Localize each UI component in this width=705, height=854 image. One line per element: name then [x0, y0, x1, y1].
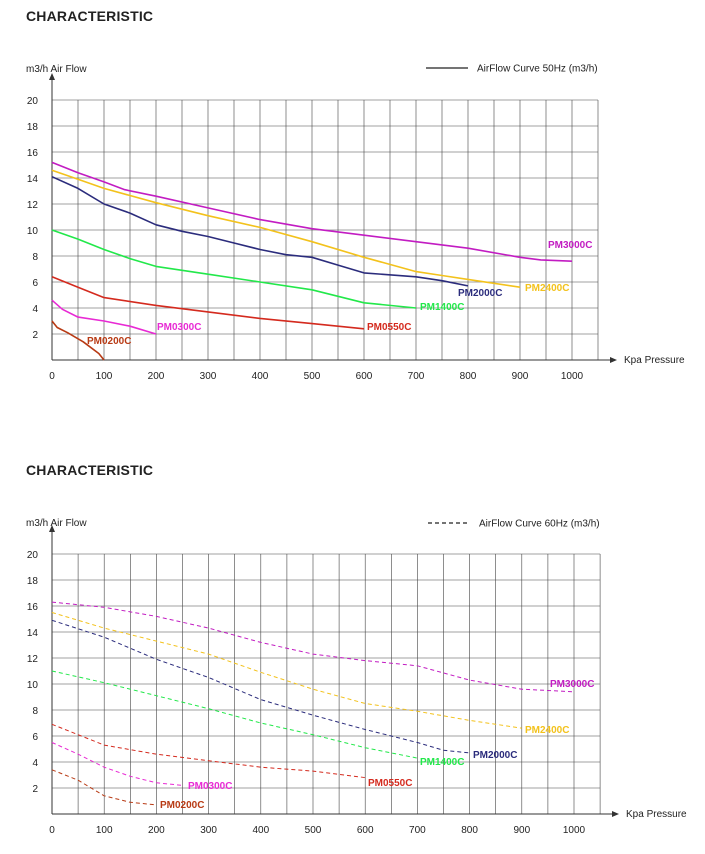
- legend: AirFlow Curve 50Hz (m3/h): [426, 64, 598, 75]
- y-tick-label: 10: [27, 226, 39, 237]
- x-tick-label: 500: [304, 371, 321, 382]
- series-label-pm0200c: PM0200C: [160, 800, 204, 811]
- series-label-pm1400c: PM1400C: [420, 302, 464, 313]
- series-line-pm2000c: [51, 619, 470, 754]
- series-line-pm3000c: [51, 601, 575, 693]
- y-tick-label: 8: [32, 252, 38, 263]
- series-label-pm2000c: PM2000C: [458, 288, 502, 299]
- x-tick-label: 700: [408, 371, 425, 382]
- axes: [49, 73, 617, 363]
- grid: [52, 99, 599, 360]
- x-axis-label: Kpa Pressure: [624, 355, 685, 366]
- x-tick-label: 500: [305, 825, 322, 836]
- x-tick-label: 1000: [561, 371, 584, 382]
- y-tick-label: 6: [32, 278, 38, 289]
- series-line-pm0300c: [51, 299, 157, 335]
- series-line-pm1400c: [51, 229, 417, 309]
- legend-label: AirFlow Curve 50Hz (m3/h): [477, 64, 598, 75]
- series-label-pm2400c: PM2400C: [525, 725, 569, 736]
- y-axis-label: m3/h Air Flow: [26, 518, 87, 529]
- x-tick-label: 200: [148, 371, 165, 382]
- x-tick-label: 0: [49, 371, 55, 382]
- y-tick-label: 12: [27, 654, 39, 665]
- y-tick-label: 16: [27, 602, 39, 613]
- y-tick-label: 2: [32, 784, 38, 795]
- x-tick-label: 0: [49, 825, 55, 836]
- x-axis-label: Kpa Pressure: [626, 809, 687, 820]
- series-line-pm0550c: [51, 276, 365, 330]
- y-axis-arrow-icon: [49, 73, 55, 80]
- series-line-pm3000c: [51, 161, 573, 262]
- y-tick-label: 20: [27, 550, 39, 561]
- chart-heading: CHARACTERISTIC: [26, 462, 154, 478]
- grid: [52, 553, 601, 814]
- y-tick-label: 4: [32, 758, 38, 769]
- y-tick-label: 12: [27, 200, 39, 211]
- series-label-pm0300c: PM0300C: [188, 781, 232, 792]
- series-label-pm0550c: PM0550C: [368, 778, 412, 789]
- x-axis-arrow-icon: [610, 357, 617, 363]
- series-label-pm0550c: PM0550C: [367, 322, 411, 333]
- x-tick-label: 700: [409, 825, 426, 836]
- series-label-pm3000c: PM3000C: [550, 679, 594, 690]
- x-tick-label: 200: [148, 825, 165, 836]
- y-axis-label: m3/h Air Flow: [26, 64, 87, 75]
- y-tick-label: 8: [32, 706, 38, 717]
- y-tick-label: 16: [27, 148, 39, 159]
- y-axis-arrow-icon: [49, 525, 55, 532]
- series-label-pm0200c: PM0200C: [87, 336, 131, 347]
- x-tick-label: 1000: [563, 825, 586, 836]
- series-label-pm1400c: PM1400C: [420, 757, 464, 768]
- x-tick-label: 800: [460, 371, 477, 382]
- x-tick-label: 900: [512, 371, 529, 382]
- series-line-pm0550c: [51, 723, 366, 779]
- legend: AirFlow Curve 60Hz (m3/h): [428, 519, 600, 530]
- y-tick-label: 14: [27, 628, 39, 639]
- series-label-pm2400c: PM2400C: [525, 283, 569, 294]
- x-tick-label: 400: [252, 825, 269, 836]
- y-tick-label: 10: [27, 680, 39, 691]
- series-line-pm0200c: [51, 320, 105, 361]
- legend-label: AirFlow Curve 60Hz (m3/h): [479, 519, 600, 530]
- series-line-pm0300c: [51, 742, 183, 786]
- x-tick-label: 800: [461, 825, 478, 836]
- series-label-pm0300c: PM0300C: [157, 322, 201, 333]
- y-tick-label: 6: [32, 732, 38, 743]
- y-tick-label: 2: [32, 330, 38, 341]
- y-tick-label: 4: [32, 304, 38, 315]
- x-tick-label: 600: [357, 825, 374, 836]
- x-tick-label: 100: [96, 371, 113, 382]
- x-tick-label: 400: [252, 371, 269, 382]
- y-tick-label: 18: [27, 576, 39, 587]
- series-label-pm2000c: PM2000C: [473, 750, 517, 761]
- y-tick-label: 18: [27, 122, 39, 133]
- x-tick-label: 600: [356, 371, 373, 382]
- series-line-pm0200c: [51, 769, 157, 806]
- x-tick-label: 300: [200, 371, 217, 382]
- x-axis-arrow-icon: [612, 811, 619, 817]
- series-label-pm3000c: PM3000C: [548, 240, 592, 251]
- y-tick-label: 14: [27, 174, 39, 185]
- axes: [49, 525, 619, 817]
- x-tick-label: 900: [513, 825, 530, 836]
- x-tick-label: 300: [200, 825, 217, 836]
- airflow-chart-50hz: 0 100 200 300 400 500 600 700 800 900 1000 2 4 6 8 10 12…: [26, 64, 685, 383]
- series-line-pm2400c: [51, 169, 521, 288]
- series-line-pm2000c: [51, 175, 469, 287]
- x-tick-label: 100: [96, 825, 113, 836]
- y-tick-label: 20: [27, 96, 39, 107]
- chart-heading: CHARACTERISTIC: [26, 8, 154, 24]
